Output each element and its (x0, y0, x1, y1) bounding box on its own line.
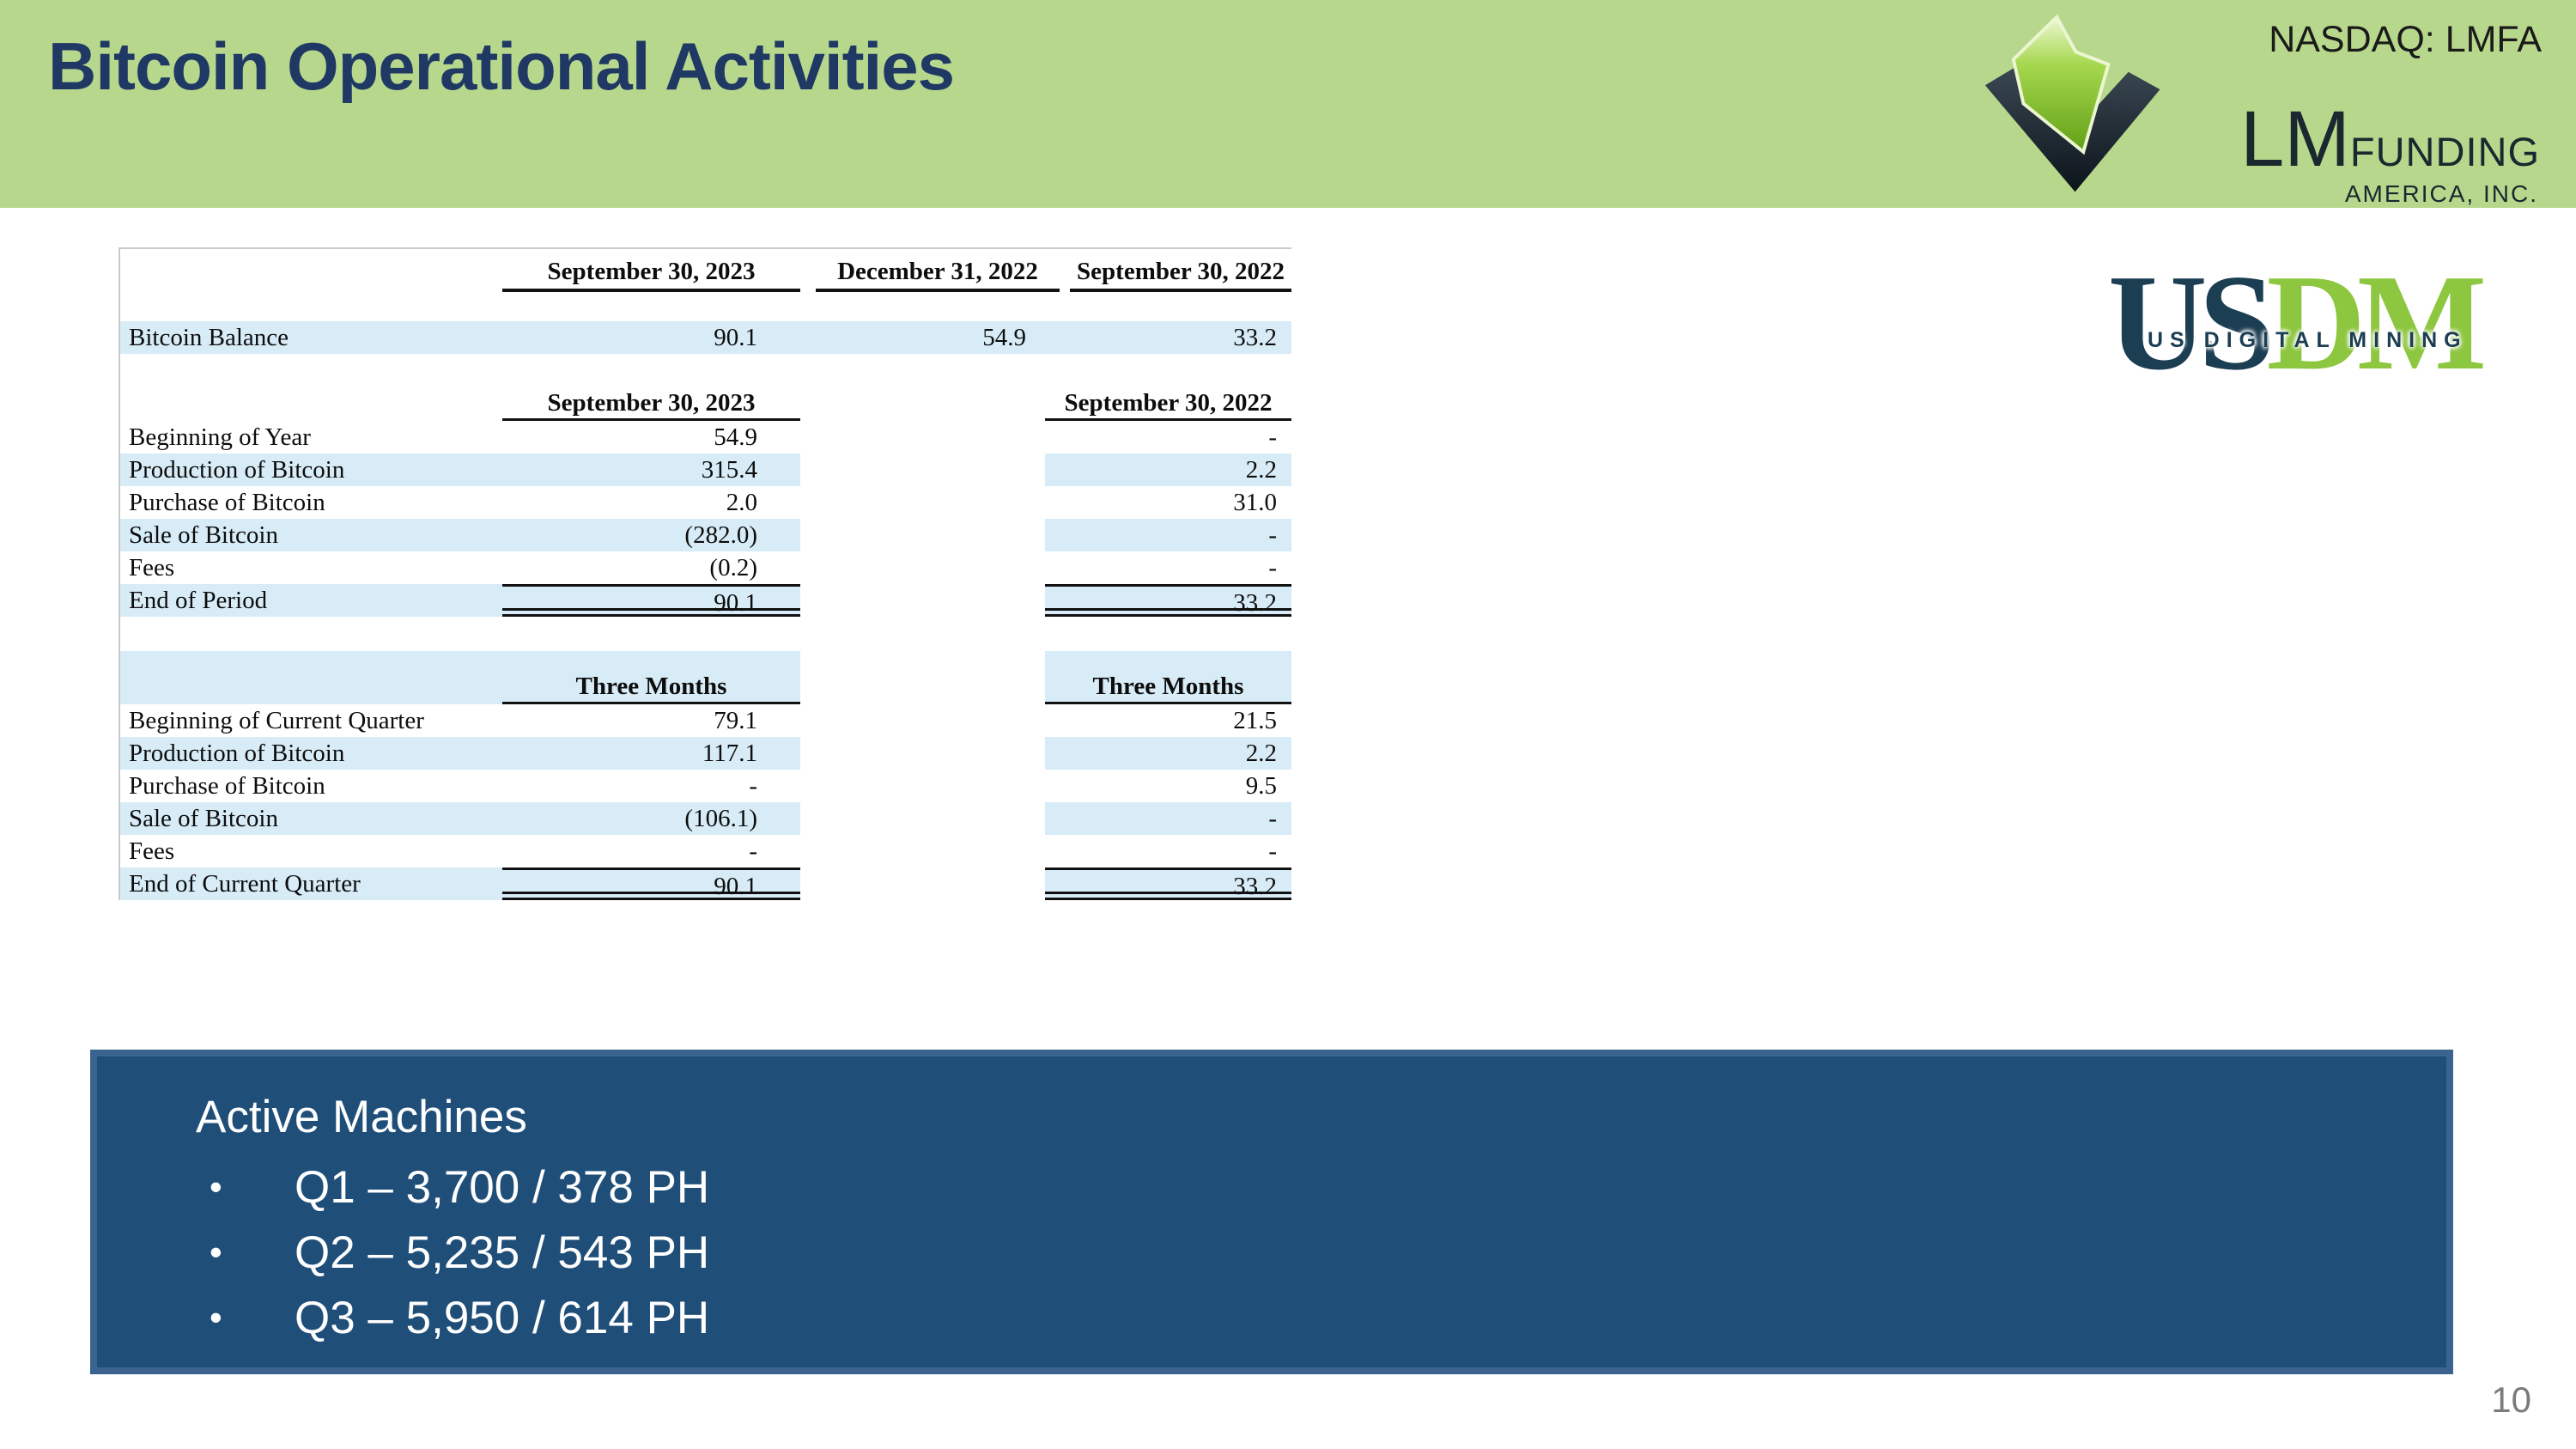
cell-label: Purchase of Bitcoin (129, 772, 325, 800)
cell-value: 2.0 (726, 489, 757, 516)
cell-label: Bitcoin Balance (129, 324, 289, 351)
active-machines-panel: Active Machines • Q1 – 3,700 / 378 PH • … (90, 1050, 2453, 1374)
table-row-fees: Fees - - (120, 835, 1291, 868)
page-title: Bitcoin Operational Activities (48, 28, 955, 104)
cell-value: - (1045, 519, 1291, 551)
cell-total-value: 90.1 (502, 584, 800, 617)
cell-value: 2.2 (1045, 737, 1291, 770)
cell-value: 54.9 (714, 423, 757, 451)
cell-total-value: 33.2 (1045, 868, 1291, 900)
cell-label: Fees (129, 837, 175, 865)
table-row-beginning-of-year: Beginning of Year 54.9 - (120, 421, 1291, 454)
cell-label: Purchase of Bitcoin (129, 489, 325, 516)
col-header-three-months: Three Months (1045, 651, 1291, 704)
cell-label: Sale of Bitcoin (120, 519, 502, 551)
cell-value: - (1268, 837, 1277, 865)
usdm-tagline: US DIGITAL MINING (2148, 328, 2468, 352)
cell-label: Production of Bitcoin (120, 737, 502, 770)
usdm-letters: USDM (2108, 253, 2503, 391)
page-number: 10 (2491, 1379, 2531, 1420)
cell-label: Beginning of Current Quarter (129, 707, 424, 734)
lmfunding-name: LM FUNDING (2240, 100, 2540, 179)
cell-value: 79.1 (714, 707, 757, 734)
cell-value: 315.4 (502, 454, 800, 486)
col-header-three-months: Three Months (502, 651, 800, 704)
cell-total-value: 90.1 (502, 868, 800, 900)
cell-value: (106.1) (502, 802, 800, 835)
cell-value: 21.5 (1233, 707, 1277, 734)
usdm-logo: USDM US DIGITAL MINING (2108, 253, 2503, 404)
table-row-sale-of-bitcoin: Sale of Bitcoin (106.1) - (120, 802, 1291, 835)
col-header-sep-30-2023: September 30, 2023 (502, 388, 800, 421)
list-item-text: Q1 – 3,700 / 378 PH (295, 1161, 710, 1213)
table-row-purchase-of-bitcoin: Purchase of Bitcoin - 9.5 (120, 770, 1291, 802)
cell-value: 33.2 (1233, 324, 1277, 351)
col-header-sep-30-2023: September 30, 2023 (502, 258, 800, 292)
balance-header-row: September 30, 2023 December 31, 2022 Sep… (120, 249, 1291, 292)
quarter-header-row: Three Months Three Months (120, 651, 1291, 704)
cell-value: (0.2) (709, 554, 757, 581)
usdm-dm-letters: DM (2266, 246, 2488, 399)
bullet-icon: • (210, 1232, 222, 1272)
cell-label: End of Period (120, 584, 502, 617)
table-row-bitcoin-balance: Bitcoin Balance 90.1 54.9 33.2 (120, 321, 1291, 354)
ytd-header-row: September 30, 2023 September 30, 2022 (120, 388, 1291, 421)
table-row-end-of-current-quarter: End of Current Quarter 90.1 33.2 (120, 868, 1291, 900)
cell-label: Sale of Bitcoin (120, 802, 502, 835)
lmfunding-logo-icon (1984, 14, 2160, 192)
cell-value: - (749, 772, 757, 800)
table-row-fees: Fees (0.2) - (120, 551, 1291, 584)
list-item-q2: • Q2 – 5,235 / 543 PH (196, 1220, 2446, 1285)
lm-letters: LM (2240, 95, 2350, 183)
list-item-q1: • Q1 – 3,700 / 378 PH (196, 1154, 2446, 1220)
col-header-sep-30-2022: September 30, 2022 (1045, 388, 1291, 421)
cell-value: (282.0) (502, 519, 800, 551)
active-machines-title: Active Machines (196, 1092, 527, 1142)
cell-label: Production of Bitcoin (120, 454, 502, 486)
list-item-q3: • Q3 – 5,950 / 614 PH (196, 1285, 2446, 1350)
usdm-us-letters: US (2108, 246, 2275, 399)
cell-value: 9.5 (1245, 772, 1277, 800)
slide-header-band: Bitcoin Operational Activities NASDAQ: L… (0, 0, 2576, 208)
bitcoin-activity-table: September 30, 2023 December 31, 2022 Sep… (118, 247, 1291, 900)
table-row-beginning-of-current-quarter: Beginning of Current Quarter 79.1 21.5 (120, 704, 1291, 737)
lmfunding-wordmark: LM FUNDING AMERICA, INC. (2240, 100, 2540, 208)
cell-value: - (1045, 802, 1291, 835)
table-row-sale-of-bitcoin: Sale of Bitcoin (282.0) - (120, 519, 1291, 551)
cell-value: - (1268, 554, 1277, 581)
cell-label: Beginning of Year (129, 423, 311, 451)
funding-letters: FUNDING (2349, 129, 2540, 174)
bullet-icon: • (210, 1166, 222, 1207)
cell-value: 90.1 (714, 324, 757, 351)
col-header-sep-30-2022: September 30, 2022 (1060, 258, 1291, 292)
cell-value: 2.2 (1045, 454, 1291, 486)
table-row-end-of-period: End of Period 90.1 33.2 (120, 584, 1291, 617)
america-inc-label: AMERICA, INC. (2344, 180, 2538, 207)
list-item-text: Q3 – 5,950 / 614 PH (295, 1292, 710, 1343)
ticker-label: NASDAQ: LMFA (2269, 19, 2542, 60)
col-header-dec-31-2022: December 31, 2022 (800, 258, 1060, 292)
cell-value: 54.9 (982, 324, 1026, 351)
table-row-purchase-of-bitcoin: Purchase of Bitcoin 2.0 31.0 (120, 486, 1291, 519)
list-item-text: Q2 – 5,235 / 543 PH (295, 1227, 710, 1278)
bullet-icon: • (210, 1297, 222, 1337)
cell-label: Fees (129, 554, 175, 581)
cell-value: - (1268, 423, 1277, 451)
cell-label: End of Current Quarter (120, 868, 502, 900)
cell-value: - (749, 837, 757, 865)
table-row-production-of-bitcoin: Production of Bitcoin 117.1 2.2 (120, 737, 1291, 770)
cell-value: 117.1 (502, 737, 800, 770)
cell-value: 31.0 (1233, 489, 1277, 516)
table-row-production-of-bitcoin: Production of Bitcoin 315.4 2.2 (120, 454, 1291, 486)
cell-total-value: 33.2 (1045, 584, 1291, 617)
